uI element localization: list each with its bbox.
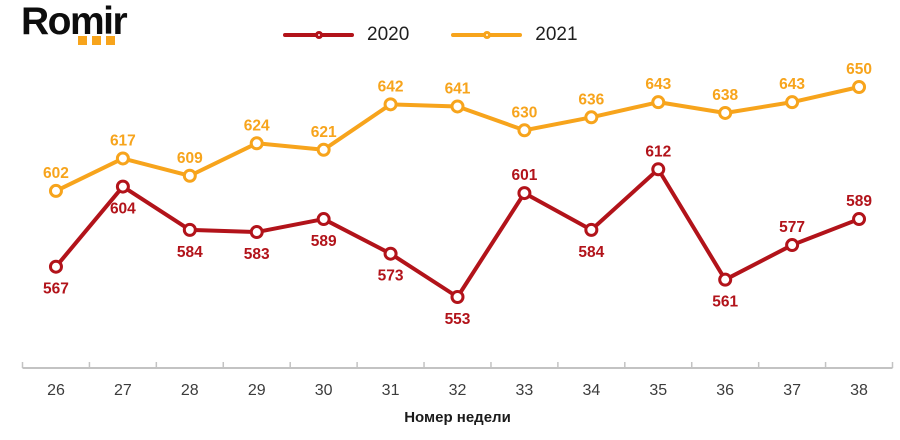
logo-dot <box>106 36 115 45</box>
data-label-2020: 584 <box>578 244 604 261</box>
data-label-2020: 589 <box>311 233 337 250</box>
data-label-2020: 604 <box>110 201 136 218</box>
data-label-2020: 583 <box>244 246 270 263</box>
data-label-2020: 584 <box>177 244 203 261</box>
data-label-2021: 617 <box>110 132 136 149</box>
logo-dot <box>92 36 101 45</box>
legend-label-2020: 2020 <box>367 24 410 45</box>
data-point-marker-2021 <box>651 95 666 110</box>
data-point-marker-2020 <box>383 246 398 261</box>
data-point-marker-2020 <box>450 290 465 304</box>
data-label-2021: 641 <box>445 80 471 97</box>
data-point-marker-2020 <box>718 272 733 287</box>
data-label-2021: 643 <box>779 76 805 93</box>
data-point-marker-2020 <box>182 222 197 237</box>
data-point-marker-2021 <box>517 123 532 138</box>
data-label-2020: 577 <box>779 219 805 236</box>
data-label-2021: 609 <box>177 150 203 167</box>
x-tick-label: 37 <box>783 382 801 399</box>
data-label-2020: 553 <box>445 311 471 328</box>
logo-text: Romir <box>21 0 128 43</box>
data-point-marker-2021 <box>115 151 130 166</box>
x-tick-label: 26 <box>47 382 65 399</box>
data-point-marker-2021 <box>48 183 63 198</box>
data-point-marker-2020 <box>852 212 867 227</box>
data-point-marker-2020 <box>651 162 666 177</box>
series-line-2020 <box>53 167 862 299</box>
data-point-marker-2020 <box>584 222 599 237</box>
data-label-2021: 638 <box>712 87 738 104</box>
data-point-marker-2020 <box>785 238 800 253</box>
data-point-marker-2021 <box>383 97 398 112</box>
data-point-marker-2021 <box>450 99 465 114</box>
logo: Romir <box>21 0 128 45</box>
legend-line-2021-icon <box>451 30 523 39</box>
data-point-marker-2020 <box>48 259 63 274</box>
x-tick-label: 34 <box>582 382 600 399</box>
x-tick-label: 27 <box>114 382 132 399</box>
legend-line-2020-icon <box>283 30 354 39</box>
data-label-2021: 650 <box>846 61 872 78</box>
x-tick-label: 30 <box>315 382 333 399</box>
x-tick-label: 38 <box>850 382 868 399</box>
data-label-2021: 630 <box>511 104 537 121</box>
legend-marker-icon <box>482 30 491 39</box>
logo-dots <box>78 36 126 45</box>
data-label-2020: 561 <box>712 294 738 311</box>
data-point-marker-2021 <box>182 168 197 183</box>
x-tick-label: 35 <box>649 382 667 399</box>
data-label-2020: 601 <box>511 167 537 184</box>
data-point-marker-2021 <box>584 110 599 125</box>
data-label-2021: 643 <box>645 76 671 93</box>
data-point-marker-2020 <box>249 225 264 240</box>
data-label-2020: 589 <box>846 193 872 210</box>
x-tick-label: 33 <box>516 382 534 399</box>
data-label-2021: 642 <box>378 78 404 95</box>
data-point-marker-2020 <box>517 186 532 201</box>
data-point-marker-2020 <box>115 179 130 194</box>
x-axis-title: Номер недели <box>404 409 511 426</box>
data-label-2020: 612 <box>645 143 671 160</box>
x-tick-label: 29 <box>248 382 266 399</box>
data-label-2021: 602 <box>43 165 69 182</box>
x-tick-label: 31 <box>382 382 400 399</box>
legend-item-2020: 2020 <box>283 25 409 44</box>
x-tick-label: 28 <box>181 382 199 399</box>
data-point-marker-2021 <box>718 105 733 120</box>
data-label-2021: 624 <box>244 117 270 134</box>
data-point-marker-2020 <box>316 212 331 227</box>
legend-item-2021: 2021 <box>451 24 578 45</box>
x-tick-label: 36 <box>716 382 734 399</box>
data-label-2021: 621 <box>311 124 337 141</box>
legend-label-2021: 2021 <box>535 24 578 45</box>
data-point-marker-2021 <box>249 136 264 151</box>
legend-marker-icon <box>314 30 323 39</box>
logo-dot <box>78 36 87 45</box>
data-point-marker-2021 <box>316 142 331 157</box>
data-label-2021: 636 <box>578 91 604 108</box>
data-label-2020: 567 <box>43 281 69 298</box>
legend: 2020 2021 <box>283 25 578 44</box>
data-point-marker-2021 <box>852 79 867 94</box>
data-point-marker-2021 <box>785 95 800 110</box>
data-label-2020: 573 <box>378 268 404 285</box>
x-tick-label: 32 <box>449 382 467 399</box>
